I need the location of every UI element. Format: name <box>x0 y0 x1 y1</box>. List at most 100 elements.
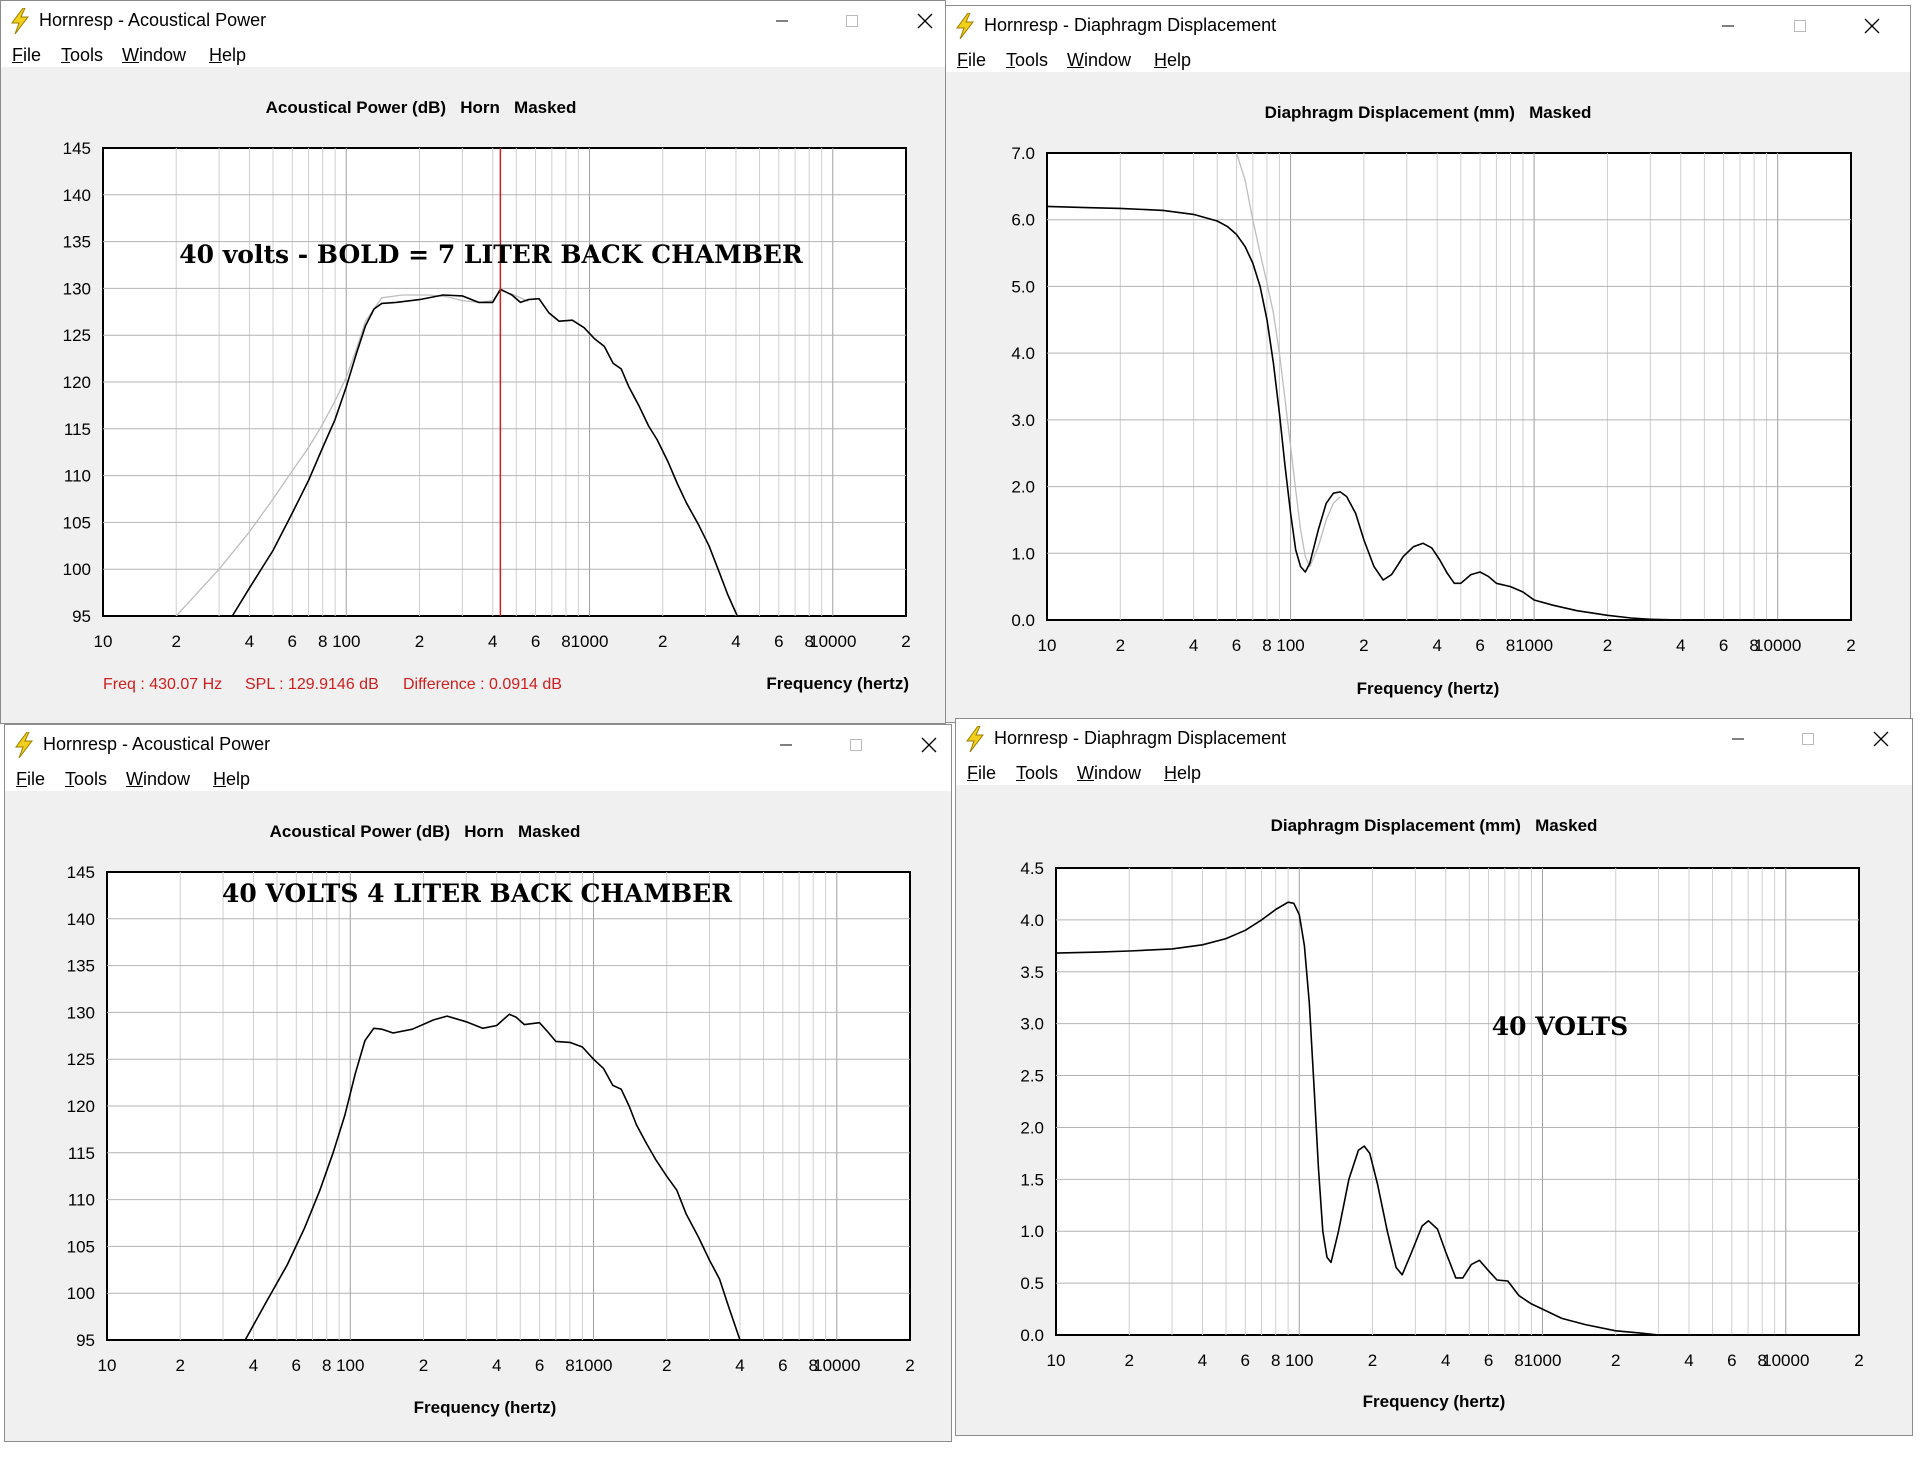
y-tick-label: 7.0 <box>1011 144 1035 163</box>
x-tick-label: 100 <box>336 1356 364 1375</box>
lightning-bolt-icon <box>966 726 985 752</box>
y-tick-label: 0.5 <box>1020 1274 1044 1293</box>
y-tick-label: 120 <box>63 373 91 392</box>
menu-tools[interactable]: Tools <box>61 45 104 65</box>
title-bar[interactable]: Hornresp - Diaphragm Displacement <box>946 6 1910 46</box>
x-tick-label: 8 <box>1757 1351 1766 1370</box>
title-bar[interactable]: Hornresp - Diaphragm Displacement <box>956 719 1912 759</box>
y-tick-label: 1.0 <box>1020 1222 1044 1241</box>
y-tick-label: 2.5 <box>1020 1067 1044 1086</box>
plot-title: Acoustical Power (dB) Horn Masked <box>270 822 581 841</box>
x-tick-label: 2 <box>1359 636 1368 655</box>
x-tick-label: 8 <box>1514 1351 1523 1370</box>
title-bar[interactable]: Hornresp - Acoustical Power <box>1 1 945 41</box>
minimize-button[interactable] <box>750 1 814 41</box>
chart-area[interactable]: Diaphragm Displacement (mm) Masked 0.0 0.… <box>956 785 1912 1435</box>
menu-help[interactable]: Help <box>1154 50 1192 70</box>
x-tick-label: 6 <box>778 1356 787 1375</box>
window-title: Hornresp - Acoustical Power <box>39 10 267 30</box>
x-tick-label: 4 <box>735 1356 744 1375</box>
menu-help[interactable]: Help <box>209 45 247 65</box>
x-tick-label: 4 <box>488 632 497 651</box>
x-tick-label: 6 <box>1475 636 1484 655</box>
menu-file[interactable]: File <box>12 45 42 65</box>
menu-bar: File Tools Window Help <box>946 46 1910 76</box>
menu-tools[interactable]: Tools <box>65 769 108 789</box>
chart-area[interactable]: Diaphragm Displacement (mm) Masked 0.0 1.… <box>946 72 1910 722</box>
x-tick-label: 6 <box>288 632 297 651</box>
chart-area[interactable]: Acoustical Power (dB) Horn Masked 95 100 1… <box>1 67 945 723</box>
window-acoustical-power-top[interactable]: Hornresp - Acoustical Power File Tools W… <box>0 0 946 724</box>
y-tick-label: 145 <box>63 139 91 158</box>
y-tick-label: 1.5 <box>1020 1170 1044 1189</box>
title-bar[interactable]: Hornresp - Acoustical Power <box>5 725 951 765</box>
window-acoustical-power-bottom[interactable]: Hornresp - Acoustical Power File Tools W… <box>4 724 952 1442</box>
x-tick-label: 6 <box>535 1356 544 1375</box>
menu-file[interactable]: File <box>967 763 997 783</box>
x-tick-label: 4 <box>492 1356 501 1375</box>
close-button[interactable] <box>897 725 951 765</box>
window-diaphragm-displacement-bottom[interactable]: Hornresp - Diaphragm Displacement File T… <box>955 718 1913 1436</box>
y-tick-label: 3.0 <box>1020 1015 1044 1034</box>
x-tick-label: 6 <box>1727 1351 1736 1370</box>
menu-help[interactable]: Help <box>1164 763 1202 783</box>
menu-window[interactable]: Window <box>122 45 187 65</box>
x-tick-label: 8 <box>1506 636 1515 655</box>
x-tick-label: 2 <box>419 1356 428 1375</box>
menu-window[interactable]: Window <box>1067 50 1132 70</box>
status-difference: Difference : 0.0914 dB <box>403 676 562 693</box>
status-spl: SPL : 129.9146 dB <box>245 676 379 693</box>
maximize-button[interactable] <box>820 1 884 41</box>
menu-file[interactable]: File <box>957 50 987 70</box>
x-tick-label: 6 <box>774 632 783 651</box>
menu-window[interactable]: Window <box>1077 763 1142 783</box>
x-tick-label: 1000 <box>571 632 609 651</box>
response-curve <box>1056 901 1859 1335</box>
x-tick-label: 100 <box>1276 636 1304 655</box>
y-tick-label: 0.0 <box>1020 1326 1044 1345</box>
x-tick-label: 4 <box>249 1356 258 1375</box>
x-tick-label: 4 <box>1189 636 1198 655</box>
y-tick-label: 100 <box>63 560 91 579</box>
plot-title: Diaphragm Displacement (mm) Masked <box>1271 816 1598 835</box>
x-tick-label: 1000 <box>575 1356 613 1375</box>
x-tick-label: 2 <box>1611 1351 1620 1370</box>
menu-help[interactable]: Help <box>213 769 251 789</box>
close-button[interactable] <box>1849 719 1912 759</box>
y-tick-label: 145 <box>67 863 95 882</box>
window-diaphragm-displacement-top[interactable]: Hornresp - Diaphragm Displacement File T… <box>945 5 1911 723</box>
x-tick-label: 6 <box>292 1356 301 1375</box>
plot-frame <box>1055 867 1860 1336</box>
maximize-button[interactable] <box>1776 719 1840 759</box>
maximize-button[interactable] <box>824 725 888 765</box>
minimize-button[interactable] <box>754 725 818 765</box>
close-button[interactable] <box>893 1 945 41</box>
x-tick-label: 4 <box>1684 1351 1693 1370</box>
x-tick-label: 4 <box>731 632 740 651</box>
comparison-curve <box>175 289 529 616</box>
plot-title: Diaphragm Displacement (mm) Masked <box>1265 103 1592 122</box>
menu-tools[interactable]: Tools <box>1016 763 1059 783</box>
maximize-button[interactable] <box>1768 6 1832 46</box>
annotation-text: 40 volts - BOLD = 7 LITER BACK CHAMBER <box>179 240 803 269</box>
close-button[interactable] <box>1840 6 1904 46</box>
y-tick-label: 6.0 <box>1011 211 1035 230</box>
minimize-button[interactable] <box>1696 6 1760 46</box>
minimize-button[interactable] <box>1706 719 1770 759</box>
x-tick-label: 10 <box>1038 636 1057 655</box>
x-tick-label: 2 <box>175 1356 184 1375</box>
x-tick-label: 1000 <box>1515 636 1553 655</box>
y-tick-label: 3.0 <box>1011 411 1035 430</box>
lightning-bolt-icon <box>956 13 975 39</box>
y-tick-label: 110 <box>68 1191 95 1210</box>
x-tick-label: 4 <box>1432 636 1441 655</box>
menu-file[interactable]: File <box>16 769 46 789</box>
x-axis-label: Frequency (hertz) <box>414 1398 557 1417</box>
menu-window[interactable]: Window <box>126 769 191 789</box>
chart-area[interactable]: Acoustical Power (dB) Horn Masked 95 100 1… <box>5 791 951 1441</box>
menu-tools[interactable]: Tools <box>1006 50 1049 70</box>
x-tick-label: 2 <box>662 1356 671 1375</box>
y-tick-label: 125 <box>63 326 91 345</box>
y-tick-label: 110 <box>64 467 91 486</box>
x-tick-label: 2 <box>1116 636 1125 655</box>
